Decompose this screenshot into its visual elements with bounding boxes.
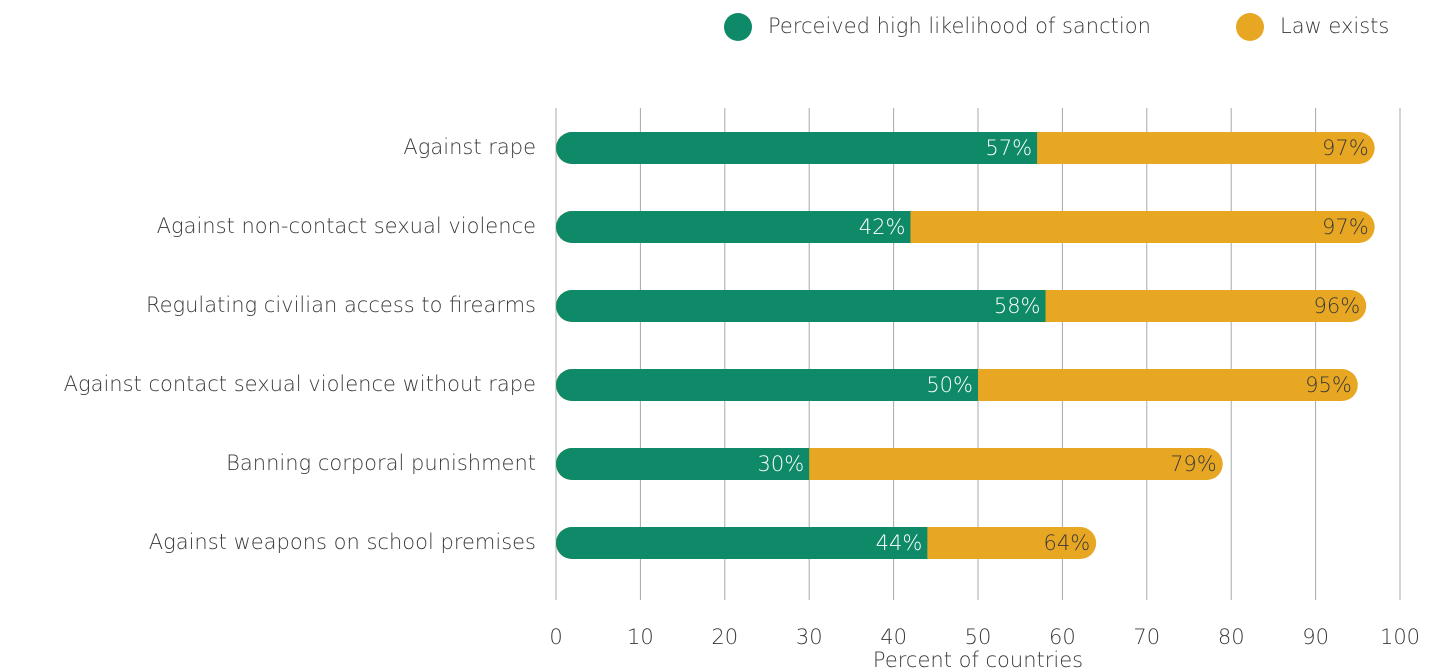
x-tick-label: 50 (965, 625, 992, 649)
bar (556, 211, 911, 243)
bar (556, 369, 978, 401)
value-label: 57% (985, 136, 1032, 160)
x-axis-title: Percent of countries (873, 648, 1083, 672)
x-tick-label: 10 (627, 625, 654, 649)
value-label: 96% (1314, 294, 1361, 318)
legend-marker (1236, 13, 1264, 41)
bar (556, 290, 1046, 322)
x-tick-label: 90 (1302, 625, 1329, 649)
x-tick-label: 0 (549, 625, 562, 649)
x-tick-label: 20 (711, 625, 738, 649)
value-label: 95% (1305, 373, 1352, 397)
value-label: 30% (758, 452, 805, 476)
value-label: 79% (1170, 452, 1217, 476)
bar (556, 527, 928, 559)
y-tick-label: Against non-contact sexual violence (157, 214, 536, 238)
value-label: 50% (926, 373, 973, 397)
value-label: 97% (1322, 136, 1369, 160)
bar (556, 448, 810, 480)
x-tick-label: 30 (796, 625, 823, 649)
y-tick-label: Regulating civilian access to firearms (146, 293, 536, 317)
value-label: 64% (1043, 531, 1090, 555)
y-tick-label: Banning corporal punishment (226, 451, 536, 475)
bar (556, 132, 1038, 164)
x-tick-label: 60 (1049, 625, 1076, 649)
y-tick-label: Against rape (403, 135, 536, 159)
x-tick-label: 100 (1380, 625, 1420, 649)
value-label: 58% (994, 294, 1041, 318)
legend-marker (724, 13, 752, 41)
y-tick-label: Against weapons on school premises (149, 530, 536, 554)
x-tick-label: 70 (1133, 625, 1160, 649)
y-tick-label: Against contact sexual violence without … (64, 372, 536, 396)
value-label: 97% (1322, 215, 1369, 239)
x-tick-label: 80 (1218, 625, 1245, 649)
value-label: 42% (859, 215, 906, 239)
legend-label: Perceived high likelihood of sanction (768, 14, 1151, 38)
value-label: 44% (876, 531, 923, 555)
legend-label: Law exists (1280, 14, 1389, 38)
x-tick-label: 40 (880, 625, 907, 649)
